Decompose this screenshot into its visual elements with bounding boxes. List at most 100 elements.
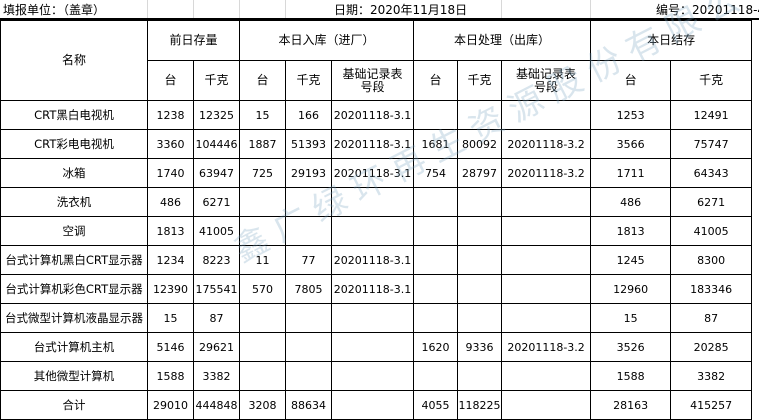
cell-in-rec[interactable]: [332, 391, 414, 420]
cell-out-tai[interactable]: [414, 362, 458, 391]
cell-out-rec[interactable]: [502, 188, 591, 217]
cell-bal-tai[interactable]: 1245: [591, 246, 671, 275]
cell-out-rec[interactable]: [502, 275, 591, 304]
cell-out-rec[interactable]: 20201118-3.2: [502, 333, 591, 362]
cell-out-tai[interactable]: [414, 275, 458, 304]
cell-prev-kg[interactable]: 3382: [194, 362, 240, 391]
cell-prev-kg[interactable]: 175541: [194, 275, 240, 304]
cell-out-rec[interactable]: [502, 304, 591, 333]
cell-in-tai[interactable]: [240, 362, 286, 391]
cell-out-kg[interactable]: [458, 188, 502, 217]
cell-bal-kg[interactable]: 75747: [671, 130, 752, 159]
cell-in-rec[interactable]: 20201118-3.1: [332, 159, 414, 188]
cell-out-tai[interactable]: [414, 304, 458, 333]
cell-in-tai[interactable]: [240, 304, 286, 333]
cell-in-rec[interactable]: [332, 188, 414, 217]
cell-name[interactable]: 冰箱: [1, 159, 148, 188]
cell-prev-kg[interactable]: 12325: [194, 101, 240, 130]
cell-in-kg[interactable]: [286, 217, 332, 246]
cell-in-rec[interactable]: 20201118-3.1: [332, 130, 414, 159]
cell-out-kg[interactable]: [458, 246, 502, 275]
cell-name[interactable]: 其他微型计算机: [1, 362, 148, 391]
cell-prev-kg[interactable]: 104446: [194, 130, 240, 159]
cell-in-tai[interactable]: 15: [240, 101, 286, 130]
cell-out-rec[interactable]: 20201118-3.2: [502, 130, 591, 159]
cell-bal-kg[interactable]: 3382: [671, 362, 752, 391]
cell-prev-kg[interactable]: 6271: [194, 188, 240, 217]
cell-out-rec[interactable]: [502, 217, 591, 246]
cell-prev-tai[interactable]: 1740: [148, 159, 194, 188]
cell-out-kg[interactable]: [458, 304, 502, 333]
cell-out-tai[interactable]: 4055: [414, 391, 458, 420]
cell-bal-tai[interactable]: 12960: [591, 275, 671, 304]
cell-out-rec[interactable]: 20201118-3.2: [502, 159, 591, 188]
cell-name[interactable]: 台式计算机主机: [1, 333, 148, 362]
cell-prev-tai[interactable]: 15: [148, 304, 194, 333]
cell-out-tai[interactable]: [414, 188, 458, 217]
cell-out-rec[interactable]: [502, 391, 591, 420]
cell-prev-kg[interactable]: 41005: [194, 217, 240, 246]
cell-bal-tai[interactable]: 1813: [591, 217, 671, 246]
cell-in-kg[interactable]: [286, 304, 332, 333]
cell-in-tai[interactable]: [240, 188, 286, 217]
cell-name[interactable]: CRT彩电电视机: [1, 130, 148, 159]
cell-name[interactable]: 台式计算机黑白CRT显示器: [1, 246, 148, 275]
cell-in-kg[interactable]: [286, 362, 332, 391]
cell-bal-tai[interactable]: 1711: [591, 159, 671, 188]
cell-in-rec[interactable]: 20201118-3.1: [332, 246, 414, 275]
cell-out-kg[interactable]: 28797: [458, 159, 502, 188]
cell-in-tai[interactable]: [240, 333, 286, 362]
cell-name[interactable]: 台式微型计算机液晶显示器: [1, 304, 148, 333]
cell-in-rec[interactable]: [332, 333, 414, 362]
cell-in-tai[interactable]: 1887: [240, 130, 286, 159]
cell-name[interactable]: 空调: [1, 217, 148, 246]
cell-name[interactable]: 洗衣机: [1, 188, 148, 217]
cell-in-rec[interactable]: [332, 304, 414, 333]
cell-prev-kg[interactable]: 29621: [194, 333, 240, 362]
cell-prev-tai[interactable]: 1238: [148, 101, 194, 130]
cell-prev-kg[interactable]: 63947: [194, 159, 240, 188]
cell-bal-kg[interactable]: 415257: [671, 391, 752, 420]
cell-bal-kg[interactable]: 20285: [671, 333, 752, 362]
cell-in-tai[interactable]: 570: [240, 275, 286, 304]
cell-in-kg[interactable]: [286, 333, 332, 362]
cell-prev-tai[interactable]: 1813: [148, 217, 194, 246]
cell-bal-kg[interactable]: 183346: [671, 275, 752, 304]
cell-out-tai[interactable]: 1620: [414, 333, 458, 362]
cell-in-tai[interactable]: 3208: [240, 391, 286, 420]
cell-bal-tai[interactable]: 3526: [591, 333, 671, 362]
cell-out-tai[interactable]: [414, 217, 458, 246]
cell-prev-tai[interactable]: 1234: [148, 246, 194, 275]
cell-bal-tai[interactable]: 15: [591, 304, 671, 333]
cell-in-rec[interactable]: [332, 362, 414, 391]
cell-prev-tai[interactable]: 29010: [148, 391, 194, 420]
cell-in-rec[interactable]: 20201118-3.1: [332, 101, 414, 130]
cell-prev-tai[interactable]: 3360: [148, 130, 194, 159]
cell-bal-tai[interactable]: 486: [591, 188, 671, 217]
cell-bal-kg[interactable]: 12491: [671, 101, 752, 130]
cell-bal-tai[interactable]: 3566: [591, 130, 671, 159]
cell-in-kg[interactable]: 29193: [286, 159, 332, 188]
cell-name[interactable]: CRT黑白电视机: [1, 101, 148, 130]
cell-bal-kg[interactable]: 64343: [671, 159, 752, 188]
cell-out-tai[interactable]: 1681: [414, 130, 458, 159]
cell-out-rec[interactable]: [502, 101, 591, 130]
cell-in-kg[interactable]: 166: [286, 101, 332, 130]
cell-name[interactable]: 合计: [1, 391, 148, 420]
cell-prev-kg[interactable]: 87: [194, 304, 240, 333]
cell-bal-tai[interactable]: 1588: [591, 362, 671, 391]
cell-bal-kg[interactable]: 8300: [671, 246, 752, 275]
cell-out-kg[interactable]: [458, 217, 502, 246]
cell-bal-tai[interactable]: 28163: [591, 391, 671, 420]
cell-in-kg[interactable]: [286, 188, 332, 217]
cell-in-kg[interactable]: 51393: [286, 130, 332, 159]
cell-in-rec[interactable]: 20201118-3.1: [332, 275, 414, 304]
cell-in-tai[interactable]: 11: [240, 246, 286, 275]
cell-prev-tai[interactable]: 1588: [148, 362, 194, 391]
cell-out-rec[interactable]: [502, 246, 591, 275]
cell-prev-tai[interactable]: 5146: [148, 333, 194, 362]
cell-out-kg[interactable]: 9336: [458, 333, 502, 362]
cell-in-tai[interactable]: 725: [240, 159, 286, 188]
cell-out-tai[interactable]: [414, 101, 458, 130]
cell-in-rec[interactable]: [332, 217, 414, 246]
